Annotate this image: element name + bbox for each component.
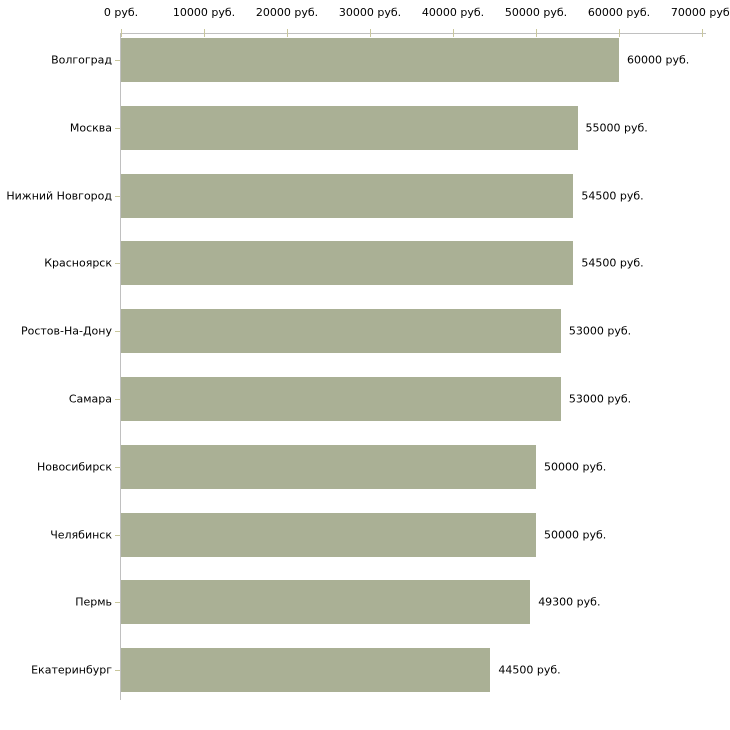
value-label: 55000 руб. <box>585 121 648 135</box>
bar <box>121 105 578 150</box>
x-axis-tick-label: 40000 руб. <box>421 6 485 19</box>
bar <box>121 648 491 693</box>
value-label: 50000 руб. <box>544 460 607 474</box>
x-axis-tick-label: 60000 руб. <box>587 6 651 19</box>
x-axis-tick <box>702 29 703 37</box>
x-axis-tick <box>619 29 620 37</box>
x-axis-tick <box>370 29 371 37</box>
category-label: Красноярск <box>44 256 112 270</box>
bar <box>121 377 561 421</box>
category-tick <box>115 602 120 604</box>
category-tick <box>115 466 120 468</box>
category-label: Челябинск <box>50 528 112 542</box>
x-axis-line <box>120 33 706 34</box>
category-tick <box>115 399 120 400</box>
x-axis-tick <box>453 29 454 37</box>
value-label: 49300 руб. <box>538 595 601 609</box>
category-label: Ростов-На-Дону <box>20 324 112 338</box>
category-tick <box>115 534 120 536</box>
category-tick <box>115 195 120 197</box>
category-tick <box>115 127 120 129</box>
bar <box>121 444 536 489</box>
bar <box>121 309 561 354</box>
category-label: Самара <box>68 392 112 406</box>
value-label: 53000 руб. <box>568 324 632 338</box>
value-label: 60000 руб. <box>627 53 690 67</box>
category-label: Москва <box>69 121 112 135</box>
value-label: 44500 руб. <box>498 663 561 677</box>
category-tick <box>115 670 120 672</box>
x-axis-tick <box>121 29 122 37</box>
bar <box>121 241 574 286</box>
category-label: Екатеринбург <box>31 663 112 677</box>
category-label: Нижний Новгород <box>6 189 112 203</box>
x-axis-tick <box>204 29 205 37</box>
x-axis-tick-label: 20000 руб. <box>255 6 319 19</box>
bar <box>121 580 531 625</box>
plot-area: 0 руб. 10000 руб. 20000 руб. 30000 руб. 4000… <box>6 6 730 700</box>
value-label: 54500 руб. <box>581 189 644 203</box>
x-axis-tick-label: 70000 руб. <box>670 6 730 19</box>
x-axis-tick-label: 10000 руб. <box>172 6 236 19</box>
x-axis-tick-label: 0 руб. <box>103 6 139 19</box>
x-axis-tick <box>536 29 537 37</box>
x-axis-tick-label: 50000 руб. <box>504 6 568 19</box>
category-tick <box>115 263 120 265</box>
value-label: 53000 руб. <box>568 392 632 406</box>
category-tick <box>115 60 120 61</box>
bar <box>121 38 619 82</box>
category-tick <box>115 331 120 333</box>
category-label: Волгоград <box>51 53 112 67</box>
category-label: Новосибирск <box>36 460 112 474</box>
category-label: Пермь <box>75 595 112 609</box>
x-axis-tick <box>287 29 288 37</box>
value-label: 50000 руб. <box>544 528 607 542</box>
value-label: 54500 руб. <box>581 256 644 270</box>
bar <box>121 512 536 557</box>
bar <box>121 173 574 218</box>
x-axis-tick-label: 30000 руб. <box>338 6 402 19</box>
